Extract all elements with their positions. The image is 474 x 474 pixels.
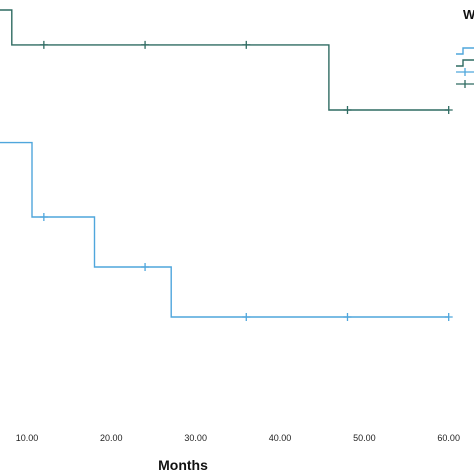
- x-tick-label-6: 60.00: [437, 433, 460, 443]
- series-2-censor-mark-1: [39, 213, 48, 222]
- legend-swatch-4: [456, 80, 474, 88]
- x-tick-label-2: 20.00: [100, 433, 123, 443]
- series-2-line: [0, 141, 449, 318]
- plot-area: [0, 9, 453, 322]
- series-1-line: [0, 9, 449, 111]
- series-2-censor-mark-2: [141, 263, 150, 272]
- x-tick-label-1: 10.00: [16, 433, 39, 443]
- series-2-censor-mark-4: [343, 313, 352, 322]
- x-tick-label-5: 50.00: [353, 433, 376, 443]
- legend-swatch-2: [456, 59, 474, 67]
- series-1-censor-mark-5: [444, 106, 453, 115]
- legend: [456, 47, 474, 88]
- series-2-censor-mark-3: [242, 313, 251, 322]
- series-1-censor-mark-4: [343, 106, 352, 115]
- x-tick-label-3: 30.00: [184, 433, 207, 443]
- series-2-censor-mark-5: [444, 313, 453, 322]
- x-axis-title: Months: [158, 457, 208, 473]
- legend-title: W: [463, 7, 474, 22]
- series-1-censor-mark-1: [39, 40, 48, 49]
- legend-swatch-1: [456, 47, 474, 55]
- series-1-censor-mark-2: [141, 40, 150, 49]
- series-1-censor-mark-3: [242, 40, 251, 49]
- x-axis-ticks: 10.00 20.00 30.00 40.00 50.00 60.00: [16, 433, 460, 443]
- legend-swatch-3: [456, 68, 474, 76]
- x-tick-label-4: 40.00: [269, 433, 292, 443]
